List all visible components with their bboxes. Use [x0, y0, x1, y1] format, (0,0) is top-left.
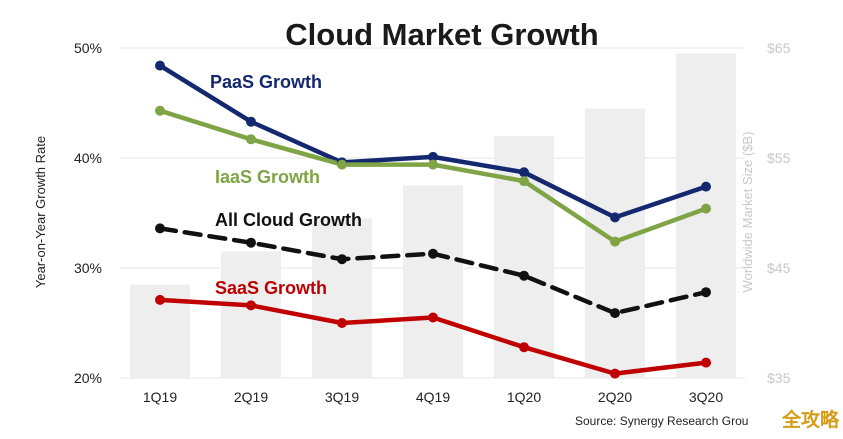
all-cloud-growth-point [337, 254, 347, 265]
left-axis-ticks: 20% 30% 40% 50% [74, 40, 102, 386]
saas-growth-point [701, 357, 711, 368]
x-tick-label: 3Q19 [325, 389, 359, 405]
market-size-bar [312, 218, 372, 378]
market-size-bar [221, 251, 281, 378]
saas-growth-point [519, 342, 529, 353]
iaas-growth-point [246, 134, 256, 145]
x-axis-ticks: 1Q19 2Q19 3Q19 4Q19 1Q20 2Q20 3Q20 [143, 389, 723, 405]
paas-growth-point [519, 167, 529, 178]
watermark-text: 全攻略 [781, 408, 840, 431]
iaas-growth-point [155, 105, 165, 116]
y-tick-label: 20% [74, 370, 102, 386]
paas-growth-point [155, 60, 165, 71]
saas-growth-point [337, 318, 347, 328]
paas-growth-point [701, 181, 711, 192]
saas-growth-point [246, 300, 256, 311]
y-tick-label: 40% [74, 150, 102, 166]
all-cloud-growth-point [246, 237, 256, 248]
all-cloud-growth-point [610, 308, 620, 319]
x-tick-label: 3Q20 [689, 389, 723, 405]
paas-growth-point [610, 212, 620, 223]
growth-points [155, 60, 711, 379]
series-labels: PaaS Growth IaaS Growth All Cloud Growth Sa… [210, 72, 362, 298]
series-label: SaaS Growth [215, 278, 327, 298]
y2-tick-label: $65 [767, 40, 791, 56]
all-cloud-growth-point [519, 270, 529, 281]
y-tick-label: 30% [74, 260, 102, 276]
right-axis-ticks: $35 $45 $55 $65 [767, 40, 791, 386]
chart-title: Cloud Market Growth [285, 17, 598, 52]
iaas-growth-point [610, 236, 620, 247]
iaas-growth-point [428, 159, 438, 170]
paas-growth-point [246, 116, 256, 127]
series-label: IaaS Growth [215, 167, 320, 187]
iaas-growth-point [337, 159, 347, 170]
x-tick-label: 2Q20 [598, 389, 632, 405]
all-cloud-growth-point [428, 248, 438, 259]
x-tick-label: 1Q20 [507, 389, 541, 405]
y-tick-label: 50% [74, 40, 102, 56]
saas-growth-point [155, 294, 165, 305]
all-cloud-growth-point [155, 223, 165, 234]
x-tick-label: 4Q19 [416, 389, 450, 405]
source-note: Source: Synergy Research Grou [575, 414, 748, 428]
y2-tick-label: $45 [767, 260, 791, 276]
x-tick-label: 1Q19 [143, 389, 177, 405]
series-label: All Cloud Growth [215, 210, 362, 230]
paas-growth-point [428, 151, 438, 162]
iaas-growth-point [519, 176, 529, 187]
all-cloud-growth-point [701, 287, 711, 298]
saas-growth-point [428, 312, 438, 323]
y2-tick-label: $55 [767, 150, 791, 166]
y2-tick-label: $35 [767, 370, 791, 386]
series-label: PaaS Growth [210, 72, 322, 92]
y2-axis-label: Worldwide Market Size ($B) [740, 132, 755, 293]
iaas-growth-point [701, 203, 711, 214]
y-axis-label: Year-on-Year Growth Rate [33, 136, 48, 288]
saas-growth-point [610, 368, 620, 379]
x-tick-label: 2Q19 [234, 389, 268, 405]
market-size-bar [403, 185, 463, 378]
